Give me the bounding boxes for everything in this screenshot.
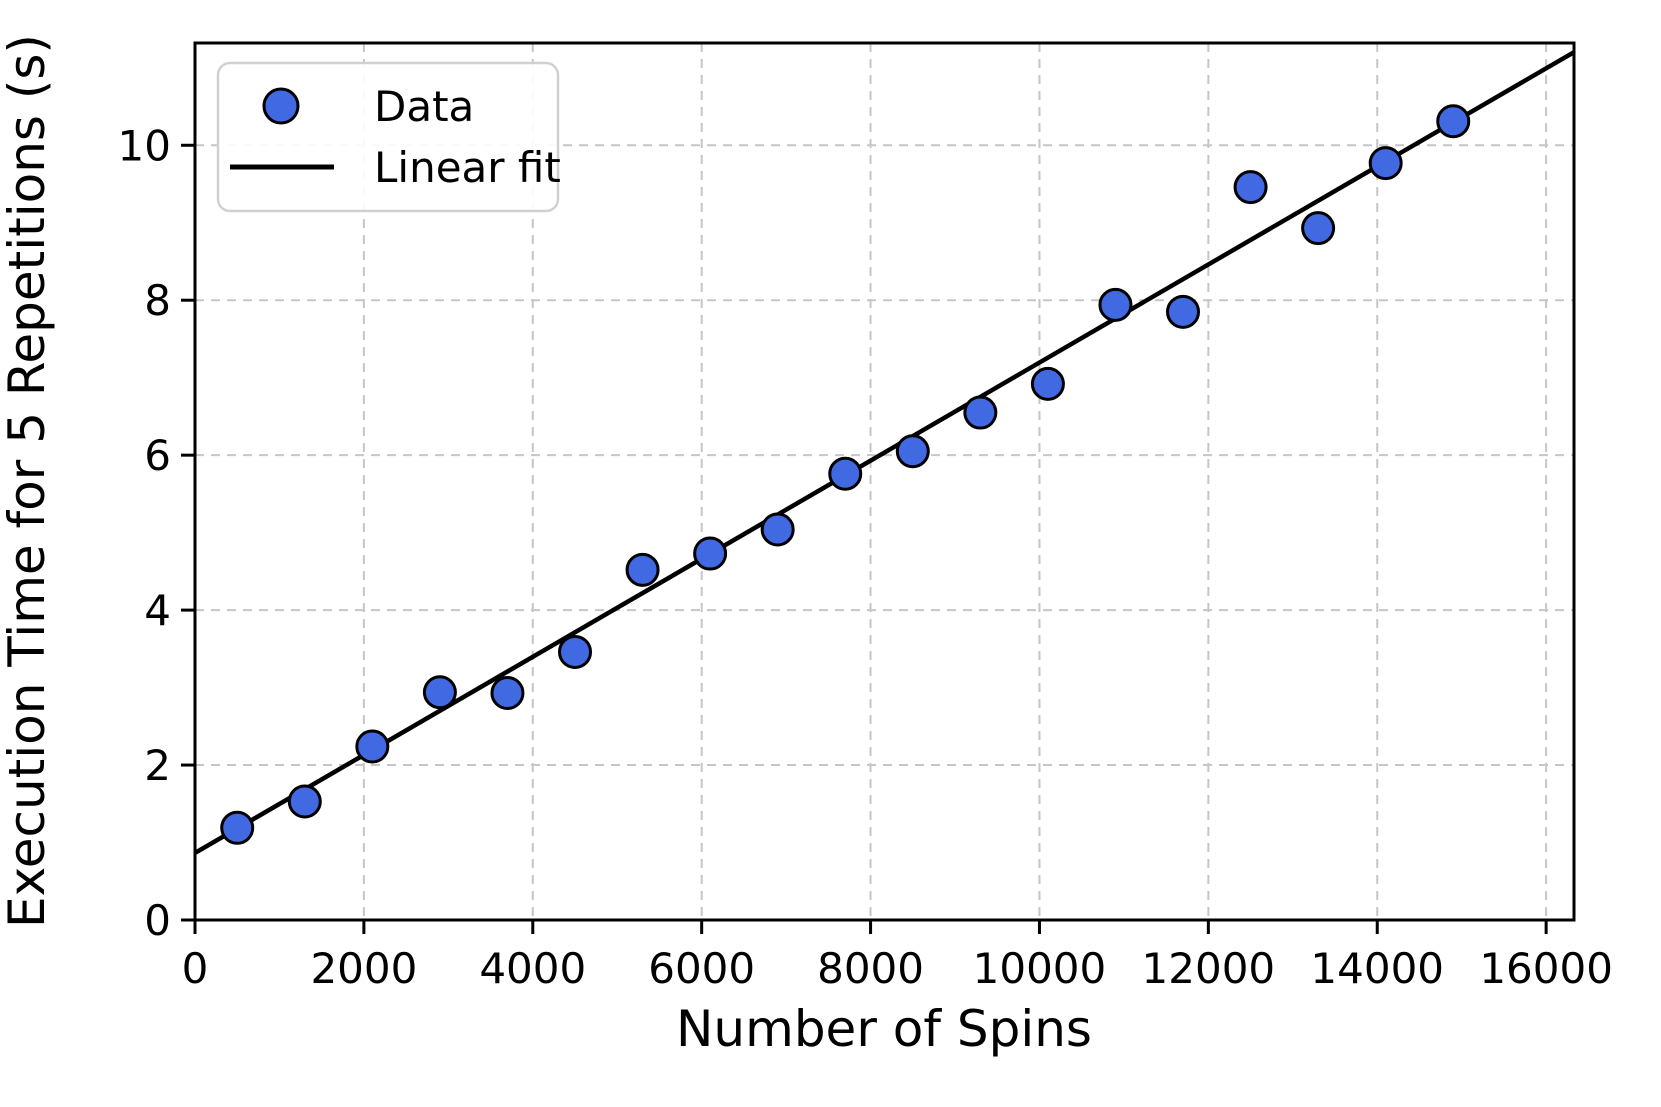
x-tick-label: 2000 <box>310 944 417 993</box>
y-tick-label: 2 <box>144 741 171 790</box>
plot-frame <box>193 41 1576 922</box>
legend: Data Linear fit <box>216 61 561 213</box>
x-tick-label: 4000 <box>479 944 586 993</box>
x-tick-label: 16000 <box>1479 944 1613 993</box>
data-point <box>558 634 593 669</box>
data-point <box>422 675 457 710</box>
y-tick-label: 6 <box>144 431 171 480</box>
data-point <box>693 536 728 571</box>
x-tick-label: 8000 <box>817 944 924 993</box>
y-tick-label: 4 <box>144 586 171 635</box>
data-point <box>963 395 998 430</box>
data-points <box>220 104 1471 845</box>
x-tick-label: 10000 <box>973 944 1107 993</box>
fit-line <box>193 50 1576 855</box>
data-point <box>1166 294 1201 329</box>
data-point <box>287 784 322 819</box>
data-point <box>895 434 930 469</box>
data-point <box>220 810 255 845</box>
data-point <box>1098 287 1133 322</box>
y-tick-label: 10 <box>118 121 171 170</box>
y-tick-label: 0 <box>144 896 171 945</box>
legend-data-label: Data <box>374 82 474 131</box>
data-point <box>1301 211 1336 246</box>
data-point <box>355 729 390 764</box>
data-point <box>490 676 525 711</box>
y-tick-label: 8 <box>144 276 171 325</box>
x-tick-label: 0 <box>182 944 209 993</box>
linear-fit-line <box>193 50 1576 855</box>
y-axis-label: Execution Time for 5 Repetitions (s) <box>0 34 56 928</box>
data-point <box>1436 104 1471 139</box>
legend-box <box>216 61 560 213</box>
axes-frame <box>181 41 1576 934</box>
data-point <box>760 512 795 547</box>
data-point <box>1368 146 1403 181</box>
data-point <box>1030 366 1065 401</box>
legend-fit-label: Linear fit <box>374 143 561 192</box>
x-axis-label: Number of Spins <box>676 1000 1092 1058</box>
legend-data-marker-icon <box>262 87 300 125</box>
data-point <box>1233 170 1268 205</box>
x-tick-label: 12000 <box>1142 944 1276 993</box>
x-tick-label: 6000 <box>648 944 755 993</box>
tick-labels: 0 2000 4000 6000 8000 10000 12000 14000 16000 0 2 4… <box>118 121 1613 993</box>
x-tick-label: 14000 <box>1310 944 1444 993</box>
data-point <box>625 552 660 587</box>
data-point <box>828 456 863 491</box>
